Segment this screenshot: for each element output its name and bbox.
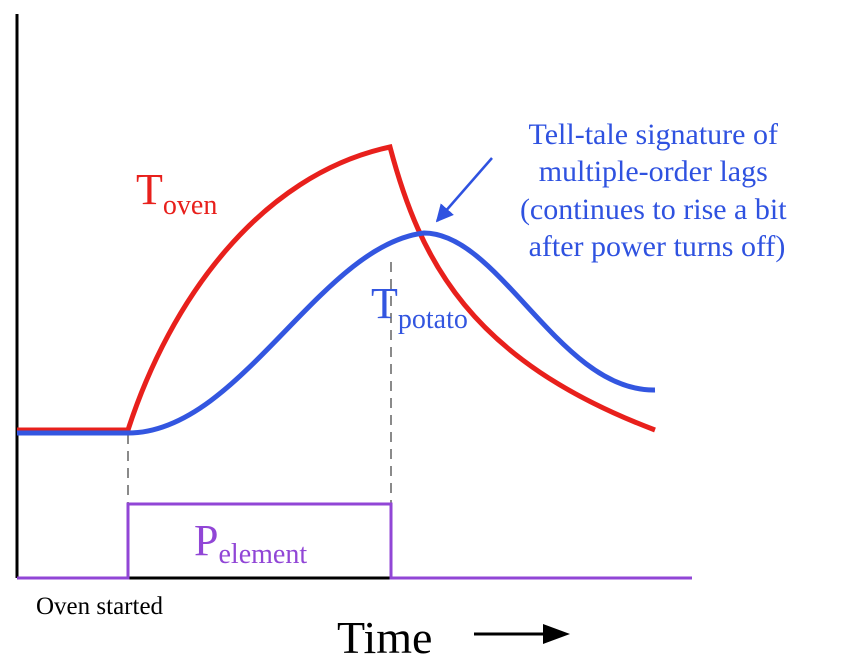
t-oven-label-main: T [136,165,163,214]
arrow-icon [435,157,493,223]
time-label: Time [337,612,432,663]
annotation-text: Tell-tale signature of multiple-order la… [520,118,794,263]
annotation-line-3: (continues to rise a bit [520,193,787,226]
p-element-curve [17,502,692,580]
annotation-line-1: Tell-tale signature of [529,118,778,151]
annotation-line-4: after power turns off) [529,230,786,263]
annotation-line-2: multiple-order lags [539,155,768,188]
p-element-label-sub: element [218,539,307,570]
t-potato-label: Tpotato [371,279,468,335]
right-arrow-icon [474,624,570,644]
t-potato-label-sub: potato [398,304,468,335]
t-potato-label-main: T [371,279,398,328]
oven-started-label: Oven started [36,593,164,620]
t-potato-curve [17,230,656,436]
t-oven-label-sub: oven [163,190,217,221]
t-oven-label: Toven [136,165,217,221]
t-oven-curve [17,144,656,433]
p-element-label: Pelement [194,516,307,570]
p-element-label-main: P [194,516,218,565]
